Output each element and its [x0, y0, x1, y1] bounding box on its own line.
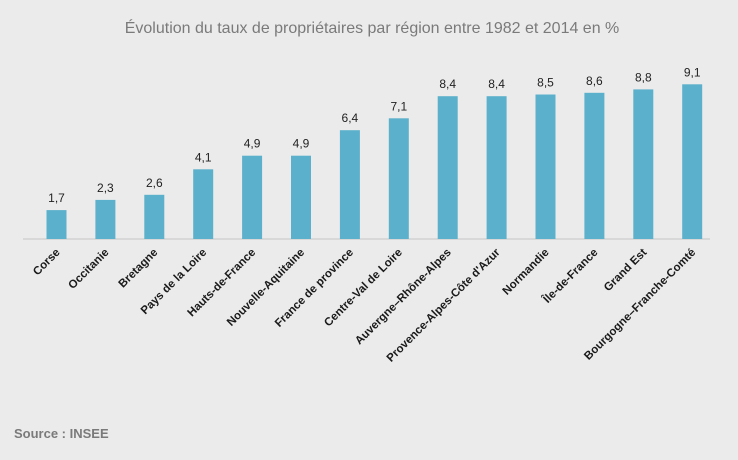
bar-centre-val-de-loire [388, 118, 409, 239]
bar-grand-est [633, 89, 654, 240]
value-label-ile-de-france: 8,6 [586, 74, 603, 88]
category-label-corse: Corse [31, 247, 63, 279]
value-label-bretagne: 2,6 [146, 176, 163, 190]
value-label-grand-est: 8,8 [635, 70, 652, 84]
source-note: Source : INSEE [14, 426, 109, 441]
bar-nouvelle-aquitaine [291, 155, 311, 239]
bar-occitanie [95, 199, 116, 239]
chart-title: Évolution du taux de propriétaires par r… [125, 18, 620, 37]
bar-hauts-de-france [242, 155, 263, 239]
bar-auvergne-rhone-alpes [437, 96, 458, 239]
bar-ile-de-france [584, 92, 605, 239]
category-label-auvergne-rhone-alpes: Auvergne–Rhône-Alpes [353, 247, 454, 348]
bar-corse [46, 210, 67, 239]
bar-bretagne [144, 194, 165, 239]
category-label-grand-est: Grand Est [602, 247, 649, 294]
value-label-occitanie: 2,3 [97, 181, 114, 195]
value-label-bourgogne-franche-comte: 9,1 [684, 65, 701, 79]
category-label-normandie: Normandie [501, 247, 552, 298]
category-label-bretagne: Bretagne [117, 247, 161, 291]
value-label-nouvelle-aquitaine: 4,9 [293, 137, 310, 151]
value-label-normandie: 8,5 [537, 76, 554, 90]
value-label-centre-val-de-loire: 7,1 [390, 99, 407, 113]
bar-provence-alpes-cote-d-azur [486, 96, 507, 239]
value-labels-group: 1,7 2,3 2,6 4,1 4,9 4,9 6,4 7,1 8,4 8,4 8,5 8,6 8,8 9… [48, 65, 701, 205]
value-label-hauts-de-france: 4,9 [244, 137, 261, 151]
category-label-occitanie: Occitanie [66, 247, 111, 292]
bars-group [46, 84, 703, 240]
bar-bourgogne-franche-comte [682, 84, 703, 239]
value-label-provence-alpes-cote-d-azur: 8,4 [488, 77, 505, 91]
value-label-auvergne-rhone-alpes: 8,4 [439, 77, 456, 91]
bar-france-de-province [339, 130, 360, 239]
value-label-france-de-province: 6,4 [342, 111, 359, 125]
bar-normandie [535, 94, 556, 239]
value-label-pays-de-la-loire: 4,1 [195, 150, 212, 164]
bar-pays-de-la-loire [193, 169, 214, 239]
value-label-corse: 1,7 [48, 191, 65, 205]
